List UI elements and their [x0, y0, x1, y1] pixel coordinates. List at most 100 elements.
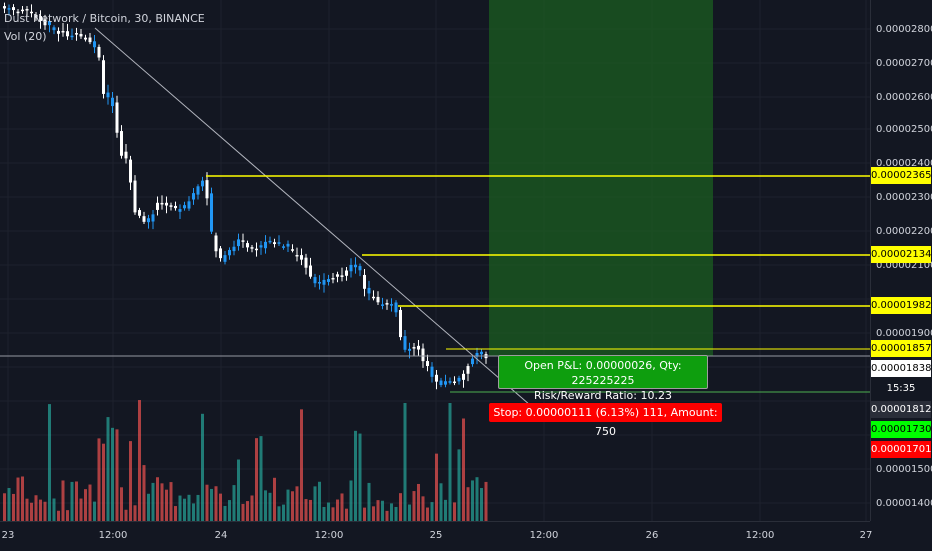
candle-body: [93, 41, 96, 48]
volume-bar: [7, 487, 11, 521]
volume-bar: [142, 465, 146, 521]
candle-body: [178, 209, 182, 212]
volume-bar: [345, 508, 348, 521]
volume-bar: [394, 506, 398, 521]
candle-body: [106, 92, 110, 98]
volume-bar: [376, 500, 380, 521]
candle-body: [318, 282, 321, 284]
volume-bar: [66, 510, 69, 521]
candle-body: [259, 245, 263, 248]
candle-body: [354, 264, 357, 268]
price-axis[interactable]: [870, 0, 932, 521]
volume-bar: [169, 482, 173, 521]
volume-bar: [196, 494, 200, 521]
position-pnl-label[interactable]: Open P&L: 0.00000026, Qty: 225225225 Ris…: [498, 355, 708, 402]
price-tick: 0.00002800: [876, 24, 932, 35]
volume-bar: [111, 427, 114, 521]
volume-bar: [349, 480, 353, 521]
time-tick: 12:00: [98, 530, 128, 541]
volume-bar: [214, 486, 218, 521]
candle-body: [138, 210, 141, 216]
volume-bar: [30, 502, 33, 521]
candle-body: [79, 33, 83, 37]
volume-bar: [457, 449, 461, 521]
chart-legend: Dust Network / Bitcoin, 30, BINANCE Vol …: [4, 10, 205, 46]
candle-body: [331, 277, 335, 280]
volume-bar: [417, 483, 420, 521]
candle-body: [336, 274, 339, 277]
price-tick: 0.00002500: [876, 124, 932, 135]
candle-body: [237, 239, 240, 247]
candle-body: [210, 193, 213, 232]
candle-body: [327, 279, 330, 282]
volume-bar: [430, 502, 434, 521]
volume-bar: [241, 503, 245, 521]
candle-body: [304, 257, 308, 268]
volume-bar: [421, 496, 425, 521]
volume-bar: [178, 495, 182, 521]
candle-body: [282, 246, 285, 248]
volume-bar: [381, 500, 384, 521]
volume-bar: [295, 486, 299, 521]
volume-bar: [268, 492, 272, 521]
candle-body: [124, 151, 128, 159]
candle-body: [349, 264, 353, 272]
candle-body: [403, 336, 407, 350]
candle-body: [57, 30, 60, 34]
time-axis[interactable]: [0, 521, 870, 551]
volume-bar: [57, 510, 60, 521]
volume-bar: [106, 417, 110, 521]
volume-bar: [237, 459, 240, 521]
candle-body: [421, 348, 425, 362]
volume-bar: [228, 500, 231, 521]
candle-body: [399, 309, 402, 338]
volume-bar: [43, 501, 47, 521]
time-tick: 25: [429, 530, 443, 541]
candle-body: [66, 31, 69, 37]
candle-body: [358, 266, 362, 271]
symbol-title[interactable]: Dust Network / Bitcoin, 30, BINANCE: [4, 12, 205, 25]
candle-body: [300, 255, 303, 260]
volume-bar: [399, 493, 402, 521]
candle-body: [165, 202, 168, 206]
candle-body: [25, 8, 29, 11]
position-stop-label[interactable]: Stop: 0.00000111 (6.13%) 111, Amount: 75…: [489, 403, 722, 438]
volume-bar: [79, 498, 83, 521]
volume-bar: [3, 493, 6, 521]
volume-bar: [75, 481, 78, 521]
candle-body: [264, 241, 267, 249]
volume-indicator-label[interactable]: Vol (20): [4, 30, 47, 43]
price-label-line-2: 0.00002134: [871, 246, 931, 263]
volume-bar: [39, 499, 42, 521]
volume-bar: [187, 494, 191, 521]
candle-body: [147, 218, 150, 223]
volume-bar: [408, 504, 411, 521]
price-tick: 0.00002700: [876, 58, 932, 69]
candle-body: [205, 180, 209, 199]
price-label-last: 0.00001812: [871, 401, 931, 418]
volume-bar: [61, 480, 65, 521]
candle-body: [12, 7, 15, 11]
time-tick: 12:00: [745, 530, 775, 541]
volume-bar: [448, 403, 452, 521]
volume-bar: [52, 498, 56, 521]
price-label-target: 0.00001730: [871, 421, 931, 438]
volume-bar: [16, 477, 20, 521]
candle-body: [214, 235, 218, 252]
volume-bar: [120, 487, 123, 521]
price-tick: 0.00002300: [876, 192, 932, 203]
volume-bar: [363, 507, 366, 521]
volume-bar: [70, 481, 74, 521]
volume-bar: [331, 507, 335, 521]
candle-body: [439, 380, 443, 386]
candle-body: [219, 248, 222, 259]
volume-bar: [412, 491, 416, 521]
volume-bar: [462, 418, 465, 521]
candle-body: [142, 216, 146, 222]
volume-bar: [21, 476, 24, 521]
volume-bar: [165, 489, 168, 521]
price-tick: 0.00001900: [876, 328, 932, 339]
candle-body: [453, 381, 456, 384]
